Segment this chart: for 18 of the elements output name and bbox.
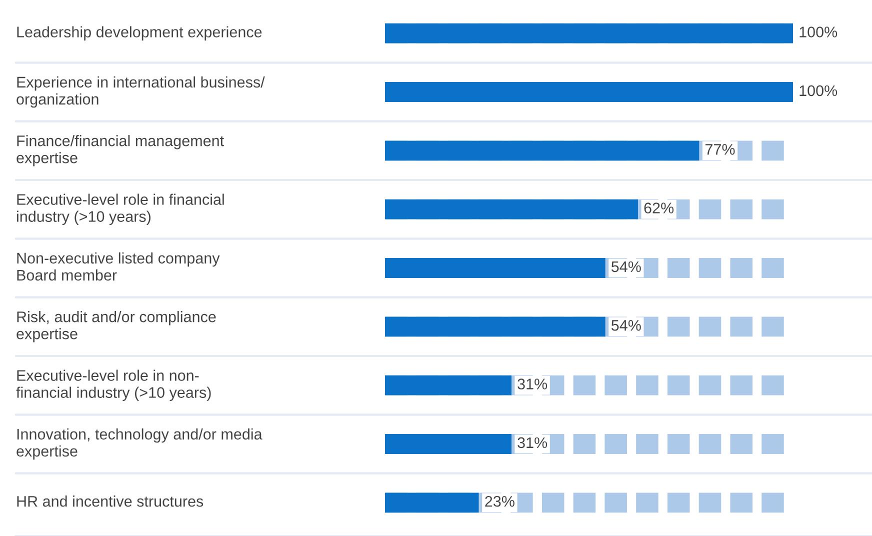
y-tick-label: Executive-level role in non- financial industry (>10 years) [16,370,211,401]
y-tick-label: Innovation, technology and/or media expertise [16,428,262,460]
data-label: 62% [644,202,674,214]
data-label: 100% [800,26,838,38]
y-tick-label: Leadership development experience [17,26,262,40]
y-tick-label: Experience in international business/ organization [16,76,265,108]
data-label: 100% [800,85,838,96]
data-label: 54% [611,320,641,331]
y-tick-label: Risk, audit and/or compliance expertise [16,311,216,342]
data-label: 31% [518,378,548,390]
data-label: 23% [485,496,514,507]
data-label: 77% [706,144,735,155]
data-label: 31% [518,437,548,448]
data-label: 54% [611,261,641,272]
y-tick-label: Non-executive listed company Board member [17,252,220,281]
y-tick-label: HR and incentive structures [17,496,204,507]
y-tick-label: Executive-level role in financial industry (>10 years) [17,194,224,225]
y-tick-label: Finance/financial management expertise [16,135,224,166]
